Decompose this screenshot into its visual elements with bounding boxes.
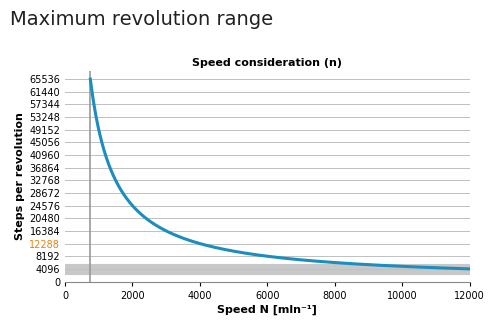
Y-axis label: Steps per revolution: Steps per revolution bbox=[15, 113, 25, 241]
Text: Maximum revolution range: Maximum revolution range bbox=[10, 10, 273, 29]
X-axis label: Speed N [mln⁻¹]: Speed N [mln⁻¹] bbox=[218, 305, 318, 315]
Title: Speed consideration (n): Speed consideration (n) bbox=[192, 58, 342, 68]
